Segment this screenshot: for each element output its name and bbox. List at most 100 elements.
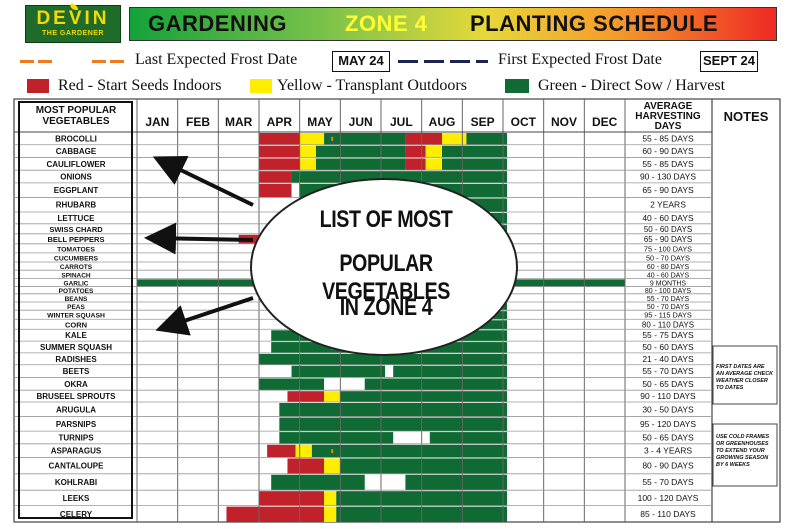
vegetable-name: ASPARAGUS xyxy=(51,447,102,456)
schedule-bar xyxy=(324,491,337,506)
harvest-days: 55 - 70 DAYS xyxy=(642,477,694,487)
overlay-line-2: POPULAR VEGETABLES xyxy=(322,250,450,305)
vegetable-name: PEAS xyxy=(67,304,85,311)
month-label: MAY xyxy=(307,115,333,129)
harvest-days: 9 MONTHS xyxy=(650,280,687,287)
arrow-icon-lower xyxy=(155,296,254,336)
vegetable-name: ONIONS xyxy=(60,173,92,182)
schedule-bar xyxy=(279,432,394,444)
month-label: FEB xyxy=(186,115,210,129)
harvest-days: 80 - 100 DAYS xyxy=(645,288,692,295)
vegetable-name: BEETS xyxy=(63,367,90,376)
frost-marker xyxy=(331,449,334,454)
vegetable-name: RHUBARB xyxy=(56,201,97,210)
schedule-bar xyxy=(259,133,300,145)
schedule-bar xyxy=(340,458,508,474)
vegetable-name: BEANS xyxy=(65,296,88,303)
schedule-bar xyxy=(405,474,508,491)
vegetable-name: CARROTS xyxy=(60,264,93,271)
logo: DEVIN THE GARDENER xyxy=(25,4,121,43)
harvest-days: 3 - 4 YEARS xyxy=(644,446,692,456)
schedule-bar xyxy=(259,158,300,171)
harvest-days: 80 - 90 DAYS xyxy=(642,461,694,471)
vegetable-name: CUCUMBERS xyxy=(54,255,99,262)
harvest-days: 50 - 70 DAYS xyxy=(647,304,690,311)
vegetable-name: RADISHES xyxy=(55,355,97,364)
schedule-bar xyxy=(324,391,341,402)
harvest-header-line-3: DAYS xyxy=(655,121,682,132)
arrow-icon-middle xyxy=(144,222,254,255)
green-swatch xyxy=(505,79,529,93)
schedule-bar xyxy=(405,158,426,171)
first-frost-date: SEPT 24 xyxy=(700,51,758,72)
schedule-bar xyxy=(311,444,508,458)
vegetable-name: BROCOLLI xyxy=(55,134,97,143)
first-frost-label: First Expected Frost Date xyxy=(498,51,662,68)
schedule-bar xyxy=(279,403,508,417)
harvest-days: 65 - 90 DAYS xyxy=(644,235,692,244)
vegetable-name: GARLIC xyxy=(64,280,89,287)
harvest-days: 65 - 90 DAYS xyxy=(642,185,694,195)
harvest-days: 95 - 120 DAYS xyxy=(640,419,696,429)
note-cold-frames: USE COLD FRAMES OR GREENHOUSES TO EXTEND… xyxy=(716,434,770,468)
vegetable-column-frame xyxy=(18,101,133,519)
harvest-days: 40 - 60 DAYS xyxy=(647,272,690,279)
harvest-days: 50 - 65 DAYS xyxy=(642,432,694,442)
month-label: JAN xyxy=(145,115,169,129)
red-swatch xyxy=(27,79,49,93)
harvest-days: 50 - 70 DAYS xyxy=(646,253,690,262)
schedule-bar xyxy=(291,171,508,183)
overlay-line-1: LIST OF MOST xyxy=(319,206,453,233)
note-first-dates: FIRST DATES ARE AN AVERAGE CHECK WEATHER… xyxy=(716,364,774,391)
schedule-bar xyxy=(299,158,316,171)
harvest-days: 75 - 100 DAYS xyxy=(644,244,692,253)
vegetable-name: TURNIPS xyxy=(58,433,94,442)
harvest-header-line-1: AVERAGE xyxy=(644,101,693,112)
schedule-bar xyxy=(259,378,325,391)
yellow-swatch xyxy=(250,79,272,93)
vegetable-name: SWISS CHARD xyxy=(49,225,103,234)
harvest-days: 90 - 130 DAYS xyxy=(640,172,696,182)
harvest-days: 55 - 70 DAYS xyxy=(647,296,690,303)
vegetable-name: SPINACH xyxy=(61,272,91,279)
schedule-bar xyxy=(291,365,386,378)
harvest-header-line-2: HARVESTING xyxy=(635,111,701,122)
month-label: SEP xyxy=(471,115,495,129)
veg-header-line-2: VEGETABLES xyxy=(42,116,109,127)
schedule-bar xyxy=(324,506,337,522)
vegetable-name: CORN xyxy=(65,320,87,329)
schedule-bar xyxy=(442,133,467,145)
harvest-days: 55 - 85 DAYS xyxy=(642,133,694,143)
logo-name: DEVIN xyxy=(36,8,110,29)
schedule-bar xyxy=(259,171,292,183)
schedule-bar xyxy=(324,133,406,145)
harvest-days: 90 - 110 DAYS xyxy=(640,391,696,401)
month-label: MAR xyxy=(225,115,253,129)
schedule-bar xyxy=(442,158,508,171)
harvest-days: 55 - 85 DAYS xyxy=(642,159,694,169)
schedule-bar xyxy=(279,417,508,432)
month-label: OCT xyxy=(511,115,537,129)
harvest-days: 85 - 110 DAYS xyxy=(640,509,696,519)
schedule-bar xyxy=(324,458,341,474)
arrow-icon-upper xyxy=(152,156,254,207)
schedule-bar xyxy=(466,133,508,145)
harvest-days: 55 - 70 DAYS xyxy=(642,366,694,376)
notes-header: NOTES xyxy=(724,109,769,124)
vegetable-name: CANTALOUPE xyxy=(49,462,105,471)
harvest-days: 80 - 110 DAYS xyxy=(642,320,694,329)
veg-header-line-1: MOST POPULAR xyxy=(36,105,117,116)
schedule-bar xyxy=(315,158,406,171)
note-box-2 xyxy=(712,423,778,487)
vegetable-name: CABBAGE xyxy=(56,147,97,156)
schedule-bar xyxy=(393,365,508,378)
schedule-bar xyxy=(271,474,365,491)
title-gardening: GARDENING xyxy=(148,11,287,36)
logo-subtitle: THE GARDENER xyxy=(41,30,104,37)
overlay-callout: LIST OF MOST POPULAR VEGETABLES IN ZONE … xyxy=(250,178,518,356)
schedule-bar xyxy=(267,444,296,458)
title-planting-schedule: PLANTING SCHEDULE xyxy=(470,11,719,36)
harvest-days: 40 - 60 DAYS xyxy=(642,213,694,223)
vegetable-name: LETTUCE xyxy=(58,214,96,223)
month-label: NOV xyxy=(551,115,577,129)
